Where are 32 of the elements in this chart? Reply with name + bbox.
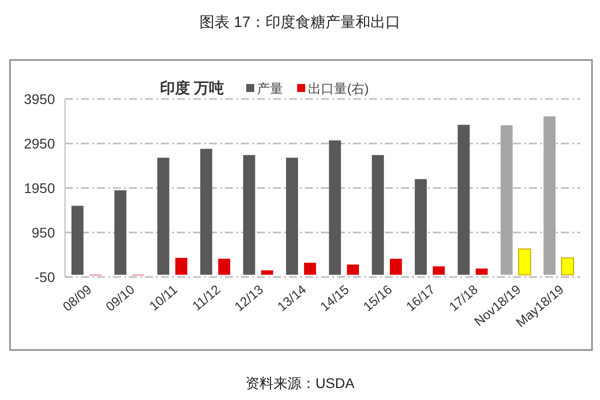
bar <box>346 264 359 275</box>
y-tick-label: 950 <box>32 224 56 240</box>
bar <box>157 158 170 275</box>
bar <box>458 124 470 275</box>
bar <box>114 190 126 275</box>
bar <box>476 268 488 275</box>
y-tick-label: 1950 <box>24 180 56 196</box>
legend-label: 产量 <box>257 81 284 96</box>
bar <box>304 262 316 275</box>
bar <box>243 155 256 275</box>
bar <box>544 116 556 275</box>
bar <box>261 270 274 275</box>
bar <box>414 179 427 275</box>
y-tick-label: 3950 <box>24 91 56 107</box>
bar <box>218 258 230 275</box>
legend-label: 出口量(右) <box>308 81 369 96</box>
bar <box>500 125 513 275</box>
y-tick-label: -50 <box>34 269 56 285</box>
bar <box>328 140 341 275</box>
text: 资料来源：USDA <box>246 375 356 391</box>
bar <box>390 258 402 275</box>
chart-title: 图表 17：印度食糖产量和出口 <box>200 14 400 31</box>
bar <box>286 158 298 275</box>
y-tick-label: 2950 <box>24 136 56 152</box>
bar <box>71 206 84 275</box>
bar <box>372 155 384 275</box>
bar <box>561 257 574 276</box>
bar <box>175 258 188 275</box>
bar <box>518 248 532 276</box>
bar <box>200 148 212 275</box>
legend-title: 印度 万吨 <box>160 79 224 97</box>
bar <box>432 266 445 275</box>
